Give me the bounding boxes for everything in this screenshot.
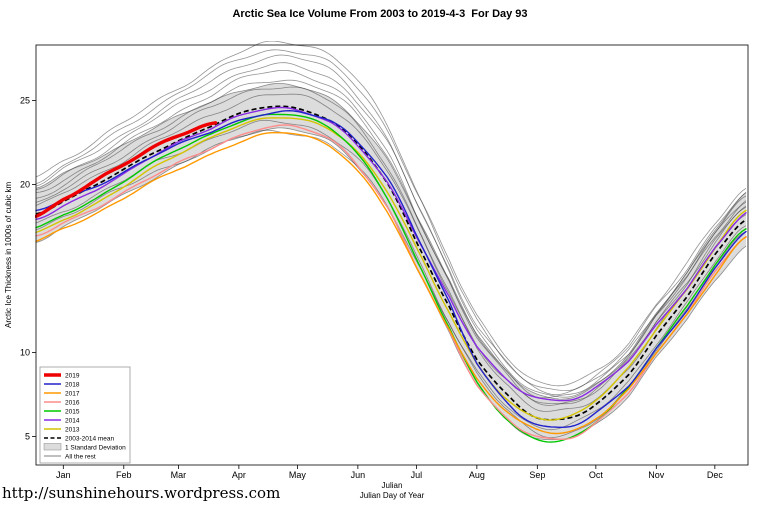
footer-url[interactable]: http://sunshinehours.wordpress.com (2, 484, 281, 502)
x-tick-label: Jul (411, 470, 423, 480)
x-tick-label: Nov (648, 470, 665, 480)
legend-label: 1 Standard Deviation (65, 444, 126, 451)
legend-label: 2016 (65, 399, 80, 406)
legend-item-1-standard-deviation: 1 Standard Deviation (43, 443, 126, 451)
legend-item-all-the-rest: All the rest (44, 453, 96, 460)
series-2013 (35, 117, 747, 421)
legend-label: 2013 (65, 426, 80, 433)
legend-item-2013: 2013 (44, 426, 80, 433)
x-tick-label: Feb (116, 470, 132, 480)
y-tick-label: 5 (25, 431, 30, 441)
legend-label: All the rest (65, 453, 96, 460)
x-tick-label: Dec (707, 470, 724, 480)
legend-item-2015: 2015 (44, 408, 80, 415)
legend-label: 2003-2014 mean (65, 435, 115, 442)
plot-content (35, 41, 747, 443)
series-2019 (35, 121, 218, 218)
x-axis-label-line2: Julian Day of Year (359, 491, 425, 500)
x-tick-label: Mar (171, 470, 187, 480)
y-tick-label: 25 (20, 95, 30, 105)
series-2015 (35, 113, 747, 443)
x-tick-label: Oct (589, 470, 604, 480)
legend-label: 2017 (65, 390, 80, 397)
legend-item-2016: 2016 (44, 399, 80, 406)
legend-item-2017: 2017 (44, 390, 80, 397)
x-tick-label: Sep (529, 470, 545, 480)
legend-label: 2015 (65, 408, 80, 415)
legend-label: 2018 (65, 381, 80, 388)
x-tick-label: Aug (469, 470, 485, 480)
legend-item-2019: 2019 (44, 372, 80, 379)
legend-item-2014: 2014 (44, 417, 80, 424)
legend-item-2018: 2018 (44, 381, 80, 388)
all-the-rest-lines (35, 41, 747, 439)
chart-title: Arctic Sea Ice Volume From 2003 to 2019-… (232, 8, 528, 20)
x-tick-label: May (289, 470, 307, 480)
legend-label: 2019 (65, 372, 80, 379)
axes: Jan Feb Mar Apr May Jun Jul Aug Sep Oct Nov Dec 25 20… (20, 44, 749, 480)
legend-label: 2014 (65, 417, 80, 424)
x-tick-label: Jan (56, 470, 71, 480)
x-tick-label: Jun (351, 470, 366, 480)
x-tick-label: Apr (232, 470, 246, 480)
x-axis-label-line1: Julian (381, 481, 403, 490)
legend: 2019 2018 2017 2016 2015 2014 2013 2003-2014 me… (39, 366, 131, 464)
y-tick-label: 10 (20, 347, 30, 357)
series-2018 (35, 109, 747, 428)
legend-item-2003-2014-mean: 2003-2014 mean (44, 435, 115, 442)
series-2016 (35, 124, 747, 441)
mean-line (35, 105, 747, 421)
y-tick-label: 20 (20, 179, 30, 189)
series-2017 (35, 131, 747, 435)
